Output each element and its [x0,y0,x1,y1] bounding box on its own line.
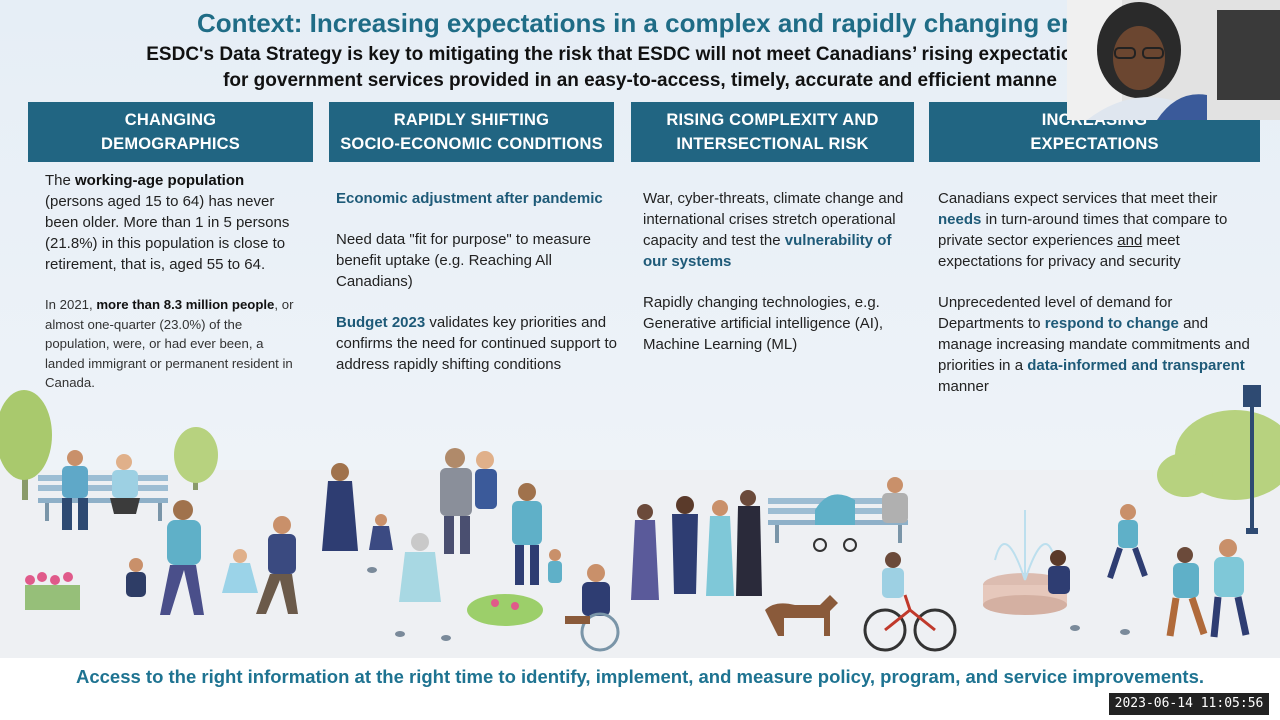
tree-icon [0,390,218,500]
text: in turn-around times that compare to pri… [938,211,1228,249]
header-line: RAPIDLY SHIFTING [393,111,550,129]
subtitle-line-2: for government services provided in an e… [223,70,1057,91]
header-line: RISING COMPLEXITY AND [666,111,879,129]
header-line: SOCIO-ECONOMIC CONDITIONS [340,135,603,153]
bench-icon [38,475,168,521]
column-complexity: War, cyber-threats, climate change and i… [643,188,913,375]
header-line: INTERSECTIONAL RISK [676,135,869,153]
text: , or almost one-quarter (23.0%) of the p… [45,297,294,390]
text: War, cyber-threats, climate change and i… [643,190,904,249]
text: and manage increasing mandate commitment… [938,315,1250,374]
tree-icon [1157,410,1280,500]
column-socio-economic: Economic adjustment after pandemic Need … [336,188,626,395]
recording-timestamp: 2023-06-14 11:05:56 [1109,693,1269,715]
slide-title: Context: Increasing expectations in a co… [197,8,1141,38]
text: Unprecedented level of demand for Depart… [938,294,1173,332]
slide-background [0,0,1280,470]
text: (persons aged 15 to 64) has never been o… [45,193,290,273]
text: manner [938,378,989,395]
budget-paragraph: Budget 2023 validates key priorities and… [336,312,626,375]
walking-family-icon [126,500,298,615]
flowers-icon [25,572,80,610]
person-icon [322,463,393,551]
column-demographics: The working-age population (persons aged… [45,170,305,413]
immigration-paragraph: In 2021, more than 8.3 million people, o… [45,295,305,393]
demand-paragraph: Unprecedented level of demand for Depart… [938,292,1253,397]
text: validates key priorities and confirms th… [336,314,618,373]
demographics-paragraph: The working-age population (persons aged… [45,170,305,275]
underlined-text: and [1117,232,1143,249]
cyclist-icon [863,552,957,652]
fountain-icon [983,510,1067,615]
emphasis-text: data-informed and transparent [1027,357,1245,374]
subtitle-line-1: ESDC's Data Strategy is key to mitigatin… [146,44,1134,65]
header-rising-complexity: RISING COMPLEXITY AND INTERSECTIONAL RIS… [631,102,914,162]
header-line: CHANGING [124,111,217,129]
header-socio-economic: RAPIDLY SHIFTING SOCIO-ECONOMIC CONDITIO… [329,102,614,162]
slide-subtitle: ESDC's Data Strategy is key to mitigatin… [60,42,1220,94]
bush-icon [467,594,543,626]
pandemic-heading: Economic adjustment after pandemic [336,190,603,207]
people-icon [1107,504,1250,638]
emphasis-text: respond to change [1044,315,1179,332]
fit-for-purpose-paragraph: Need data "fit for purpose" to measure b… [336,231,591,290]
emphasis-text: working-age population [75,172,245,189]
technology-paragraph: Rapidly changing technologies, e.g. Gene… [643,294,884,353]
wheelchair-user-icon [565,564,620,652]
column-expectations: Canadians expect services that meet thei… [938,188,1253,417]
dog-icon [765,595,838,636]
slide-footer: Access to the right information at the r… [75,666,1205,687]
text: In 2021, [45,297,97,312]
webcam-participant-icon [1067,0,1280,120]
footer-band [0,658,1280,720]
bench-icon [768,477,908,552]
text: Canadians expect services that meet thei… [938,190,1218,207]
elderly-people-icon [399,448,497,602]
emphasis-text: vulnerability of our systems [643,232,892,270]
emphasis-text: Budget 2023 [336,314,426,331]
pigeons-icon [367,567,1130,641]
person-icon [512,483,562,585]
webcam-participant-video[interactable] [1067,0,1280,120]
header-line: DEMOGRAPHICS [101,135,240,153]
header-changing-demographics: CHANGING DEMOGRAPHICS [28,102,313,162]
emphasis-text: more than 8.3 million people [96,297,275,312]
text: The [45,172,76,189]
header-line: EXPECTATIONS [1030,135,1159,153]
expectations-paragraph: Canadians expect services that meet thei… [938,188,1253,272]
emphasis-text: needs [938,211,982,228]
street-lamp-icon [1243,385,1261,534]
threats-paragraph: War, cyber-threats, climate change and i… [643,188,913,272]
text: meet expectations for privacy and securi… [938,232,1181,270]
person-icon [1048,550,1070,594]
people-icon [62,450,140,530]
people-group-icon [631,490,762,600]
park-illustration [0,385,1280,652]
